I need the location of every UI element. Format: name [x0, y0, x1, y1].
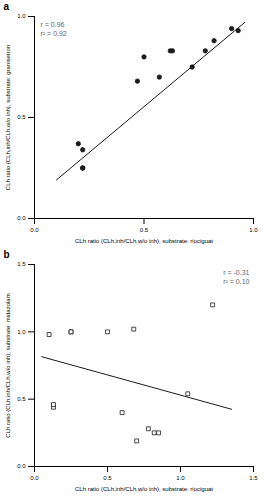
- svg-text:1.0: 1.0: [17, 329, 26, 335]
- svg-text:a: a: [4, 1, 10, 12]
- svg-text:0.5: 0.5: [140, 227, 149, 233]
- svg-text:1.0: 1.0: [17, 13, 26, 19]
- svg-text:CLh ratio (CLh,inh/CLh,w/o inh: CLh ratio (CLh,inh/CLh,w/o inh), substra…: [75, 486, 213, 492]
- svg-text:0.5: 0.5: [17, 396, 26, 402]
- svg-text:0.5: 0.5: [103, 475, 112, 481]
- svg-text:0.0: 0.0: [30, 475, 39, 481]
- svg-text:CLh ratio (CLh,inh/CLh,w/o inh: CLh ratio (CLh,inh/CLh,w/o inh), substra…: [5, 45, 11, 190]
- svg-text:0.5: 0.5: [17, 114, 26, 120]
- svg-text:1.0: 1.0: [176, 475, 185, 481]
- svg-text:1.5: 1.5: [17, 261, 26, 267]
- svg-text:r = 0.96r² = 0.92: r = 0.96r² = 0.92: [41, 21, 67, 37]
- svg-text:1.5: 1.5: [249, 475, 258, 481]
- svg-text:CLh ratio (CLh,inh/CLh,w/o inh: CLh ratio (CLh,inh/CLh,w/o inh), substra…: [75, 238, 213, 244]
- svg-text:1.0: 1.0: [249, 227, 258, 233]
- svg-text:CLh ratio (CLh,inh/CLh,w/o inh: CLh ratio (CLh,inh/CLh,w/o inh), substra…: [5, 293, 11, 437]
- svg-text:0.0: 0.0: [17, 215, 26, 221]
- svg-text:0.0: 0.0: [17, 463, 26, 469]
- svg-text:0.0: 0.0: [30, 227, 39, 233]
- svg-text:b: b: [4, 249, 10, 260]
- svg-text:r = -0.31r² = 0.10: r = -0.31r² = 0.10: [223, 269, 249, 285]
